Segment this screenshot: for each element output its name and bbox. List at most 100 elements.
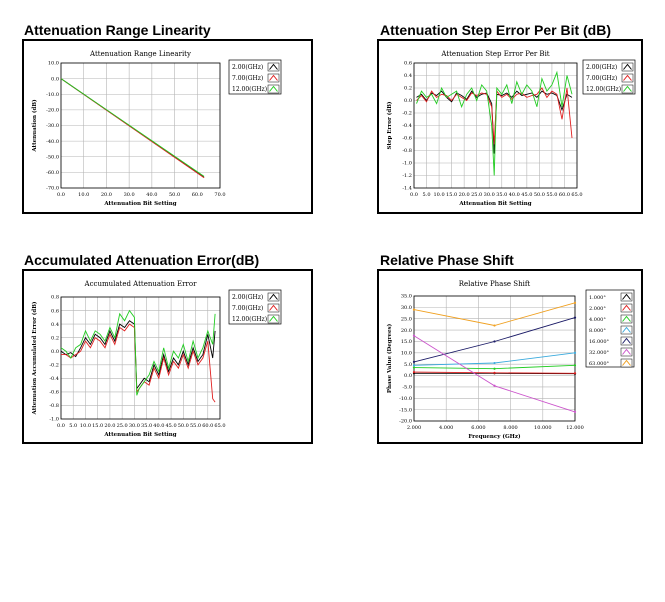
y-tick-label: -0.4 [49,376,59,382]
y-axis-label: Phase Value (Degrees) [386,323,393,393]
legend-swatch-2 [269,315,278,322]
legend-label: 2.00(GHz) [586,64,617,71]
x-tick-label: 0.0 [57,423,65,429]
x-tick-label: 50.0 [534,192,545,198]
x-tick-label: 10.0 [80,423,91,429]
x-axis-label: Frequency (GHz) [468,433,521,440]
x-tick-label: 50.0 [178,423,189,429]
y-tick-label: -20.0 [399,419,412,425]
y-tick-label: 25.0 [401,316,412,322]
x-tick-label: 50.0 [169,192,180,198]
series-point-4 [573,316,577,319]
y-tick-label: 20.0 [401,328,412,334]
legend-label: 7.00(GHz) [586,75,617,82]
legend-label: 7.00(GHz) [232,75,263,82]
series-line-0 [60,320,216,390]
legend-swatch-frame [267,62,280,72]
y-tick-label: -15.0 [399,407,412,413]
y-tick-label: 35.0 [401,294,412,300]
series-point-6 [412,308,416,311]
legend-swatch-frame [267,73,280,83]
y-tick-label: -1.2 [402,173,412,179]
x-tick-label: 15.0 [92,423,103,429]
x-tick-label: 10.000 [534,425,552,431]
y-tick-label: -0.4 [402,123,412,129]
x-tick-label: 6.000 [471,425,485,431]
x-tick-label: 65.0 [214,423,225,429]
y-tick-label: 0.4 [404,73,412,79]
y-tick-label: -0.6 [402,136,412,142]
x-tick-label: 25.0 [117,423,128,429]
x-tick-label: 30.0 [484,192,495,198]
y-axis-label: Step Error (dB) [386,101,393,149]
legend-label: 1.000° [589,295,606,301]
series-point-5 [573,410,577,414]
chart-title: Attenuation Range Linearity [89,50,191,58]
plot-frame [413,295,576,422]
y-tick-label: 0.2 [51,335,59,341]
y-tick-label: 10.0 [48,61,59,67]
panel-title-accumulated-error: Accumulated Attenuation Error(dB) [24,252,260,268]
y-tick-label: 10.0 [401,351,412,357]
legend-swatch-5 [622,348,631,355]
legend-swatch-frame [267,292,280,302]
y-tick-label: 0.6 [404,61,412,67]
panel-title-phase-shift: Relative Phase Shift [380,252,514,268]
x-tick-label: 15.0 [446,192,457,198]
series-point-5 [493,384,496,387]
chart-step-error-svg: Attenuation Step Error Per Bit 0.0 5.0 10.0… [386,50,636,207]
y-tick-label: -1.0 [49,417,59,423]
x-tick-label: 40.0 [509,192,520,198]
legend-swatch-frame [620,358,633,368]
legend-label: 7.00(GHz) [232,305,263,312]
legend-swatch-0 [269,293,278,300]
legend-swatch-1 [623,74,632,81]
legend-swatch-frame [267,303,280,313]
legend-swatch-0 [623,63,632,70]
chart-title: Accumulated Attenuation Error [84,280,198,288]
y-tick-label: 15.0 [401,339,412,345]
series-point-3 [493,361,496,365]
legend-swatch-2 [269,85,278,92]
legend-swatch-1 [269,74,278,81]
x-tick-label: 55.0 [190,423,201,429]
y-tick-label: 0.6 [51,308,59,314]
legend-swatch-0 [622,293,631,300]
series-point-3 [412,364,416,367]
chart-phase-shift: Relative Phase Shift 2.000 4.000 6.000 8.000… [377,269,643,444]
legend-swatch-frame [267,314,280,324]
y-tick-label: -10.0 [46,92,59,98]
x-tick-label: 12.000 [566,425,584,431]
x-tick-label: 10.0 [434,192,445,198]
legend-label: 12.00(GHz) [586,86,621,93]
legend-label: 2.000° [589,306,606,312]
y-tick-label: -60.0 [46,170,59,176]
legend-swatch-frame [620,303,633,313]
y-tick-label: -0.2 [402,111,412,117]
series-point-6 [493,324,496,327]
legend-swatch-0 [269,63,278,70]
y-tick-label: -1.4 [402,186,412,192]
series-line-1 [416,87,573,145]
series-line-4 [413,317,576,363]
series-point-4 [412,360,416,364]
legend-swatch-3 [622,326,631,333]
x-tick-label: 0.0 [57,192,65,198]
x-tick-label: 60.0 [559,192,570,198]
legend-swatch-frame [620,325,633,335]
chart-step-error: Attenuation Step Error Per Bit 0.0 5.0 10.0… [377,39,643,214]
chart-linearity: Attenuation Range Linearity 0.0 10.0 20.0 30… [22,39,313,214]
legend-label: 32.000° [589,350,609,356]
y-tick-label: -70.0 [46,186,59,192]
legend-swatch-4 [622,337,631,344]
y-tick-label: -30.0 [46,123,59,129]
x-tick-label: 10.0 [78,192,89,198]
y-tick-label: -0.8 [402,148,412,154]
series-line-6 [413,302,576,326]
legend-swatch-frame [267,84,280,94]
legend-swatch-frame [621,73,634,83]
x-tick-label: 5.0 [423,192,431,198]
x-tick-label: 20.0 [101,192,112,198]
legend-label: 8.000° [589,328,606,334]
